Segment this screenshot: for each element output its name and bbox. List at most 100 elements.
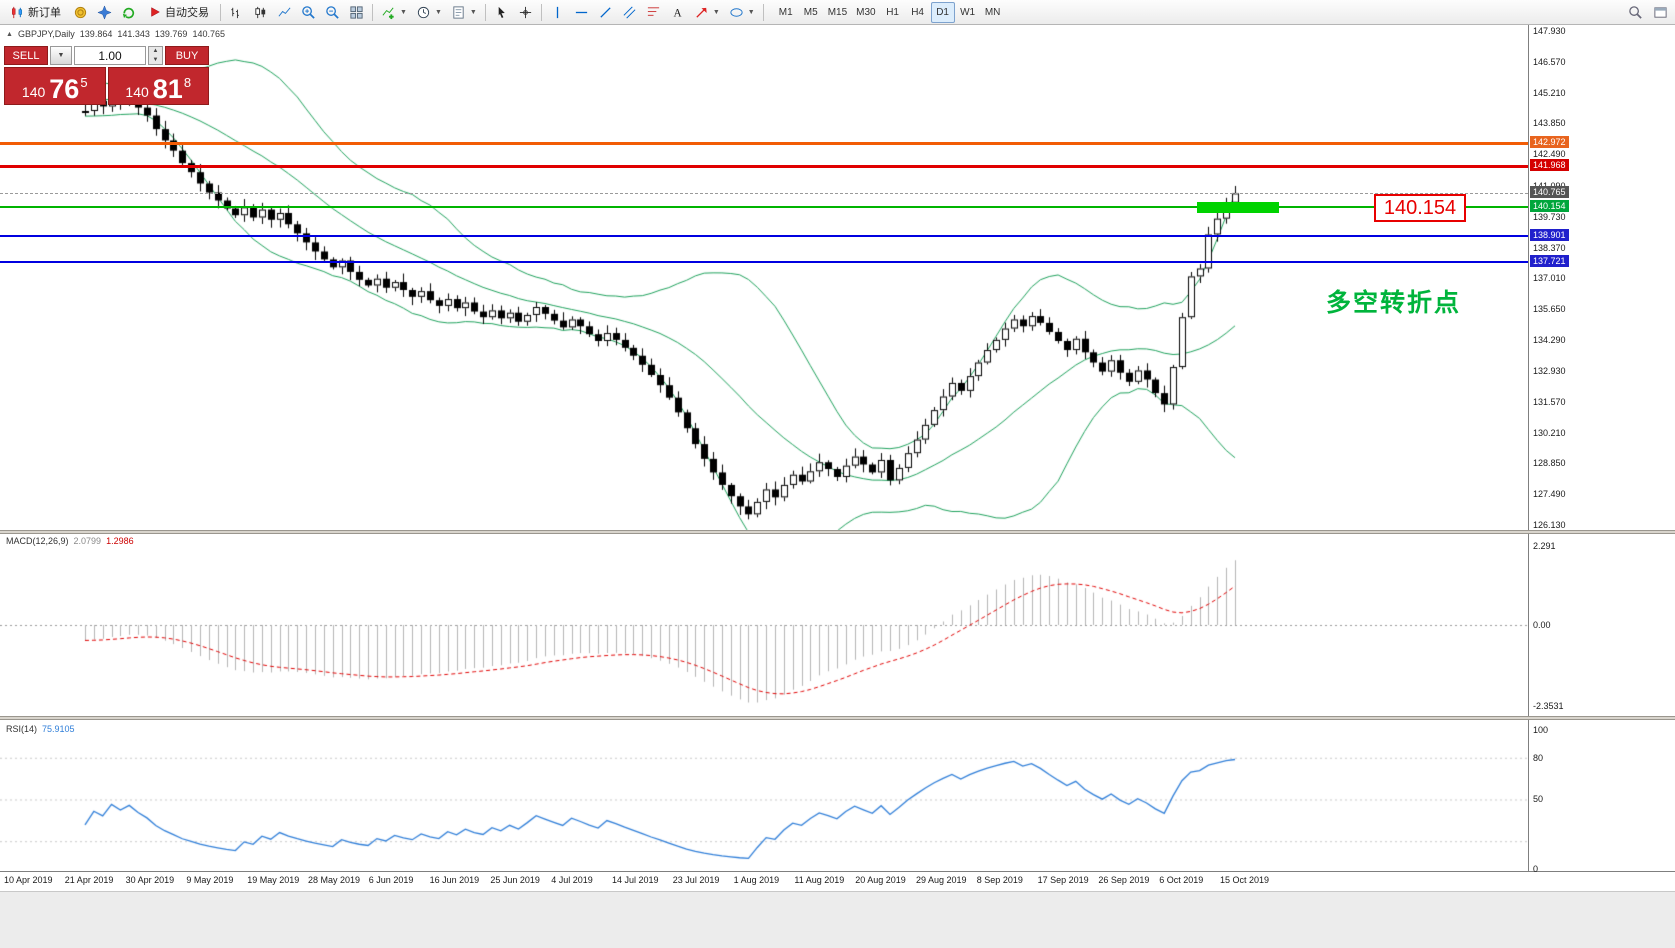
rsi-axis-tick: 100 [1533,724,1549,735]
shapes-tool-button[interactable]: ▼ [725,2,759,23]
timeframe-m5-button[interactable]: M5 [803,6,818,18]
timeframe-group: M1 M5 M15 M30 H1 H4 D1 W1 MN [774,1,1005,23]
stepper-down-icon[interactable]: ▼ [152,56,159,63]
periods-button[interactable]: ▼ [412,2,446,23]
arrows-tool-button[interactable]: ▼ [690,2,724,23]
pane-splitter-macd[interactable] [0,530,1675,534]
macd-axis-tick: 2.291 [1533,540,1556,551]
level-line-141.968[interactable] [0,164,1528,168]
line-chart-icon [278,7,291,17]
buy-button[interactable]: BUY [165,46,209,65]
new-order-label: 新订单 [28,7,61,19]
chevron-down-icon: ▼ [400,8,407,16]
level-line-142.972[interactable] [0,141,1528,145]
svg-text:A: A [673,7,682,19]
market-watch-button[interactable] [69,2,92,23]
date-label: 10 Apr 2019 [4,875,53,885]
rsi-axis-tick: 50 [1533,794,1544,805]
sell-price-pips: 76 [49,74,80,105]
level-line-137.721[interactable] [0,261,1528,264]
timeframe-h1-button[interactable]: H1 [886,6,899,18]
toolbar-separator [762,3,764,21]
date-label: 1 Aug 2019 [733,875,780,885]
chart-candles-button[interactable] [249,2,272,23]
cursor-button[interactable] [490,2,513,23]
trendline-button[interactable] [594,2,617,23]
refresh-button[interactable] [117,2,140,23]
order-type-dropdown[interactable]: ▼ [50,46,72,65]
timeframe-w1-button[interactable]: W1 [960,6,976,18]
navigator-button[interactable] [93,2,116,23]
pane-splitter-rsi[interactable] [0,716,1675,720]
date-label: 9 May 2019 [186,875,234,885]
symbol-search-button[interactable] [1624,2,1647,23]
date-label: 8 Sep 2019 [976,875,1023,885]
price-axis-tick: 137.010 [1533,273,1566,284]
sell-price-button[interactable]: 140 76 5 [4,67,106,105]
tile-windows-button[interactable] [345,2,368,23]
sell-button[interactable]: SELL [4,46,48,65]
rsi-indicator-label: RSI(14) 75.9105 [6,724,75,734]
date-label: 4 Jul 2019 [551,875,593,885]
auto-trading-button[interactable]: 自动交易 [141,2,216,23]
new-order-icon [12,6,22,18]
channel-icon [623,6,636,18]
timeframe-h4-button[interactable]: H4 [911,6,924,18]
popout-window-button[interactable] [1649,2,1672,23]
zoom-out-button[interactable] [321,2,344,23]
macd-axis-tick: -2.3531 [1533,701,1564,712]
indicators-button[interactable]: ▼ [377,2,411,23]
rsi-name: RSI(14) [6,724,38,734]
templates-button[interactable]: ▼ [447,2,481,23]
volume-input[interactable] [74,46,146,65]
channel-button[interactable] [618,2,641,23]
compass-icon [97,4,112,20]
zoom-in-button[interactable] [297,2,320,23]
macd-name: MACD(12,26,9) [6,536,69,546]
buy-price-button[interactable]: 140 81 8 [107,67,209,105]
level-line-140.765[interactable] [0,193,1528,195]
timeframe-m30-button[interactable]: M30 [856,6,876,18]
turning-point-annotation: 多空转折点 [1326,289,1462,317]
chart-symbol-icon: ▲ [6,30,13,38]
new-order-button[interactable]: 新订单 [3,2,68,23]
price-axis-tick: 130.210 [1533,427,1566,438]
time-scale[interactable] [0,871,1675,891]
price-tag-140.765: 140.765 [1530,186,1569,199]
toolbar-separator [372,3,373,21]
sell-price-sup: 5 [80,75,88,90]
price-axis-tick: 139.730 [1533,211,1566,222]
timeframe-m1-button[interactable]: M1 [778,6,793,18]
rsi-axis-tick: 80 [1533,752,1544,763]
date-label: 11 Aug 2019 [794,875,845,885]
date-label: 15 Oct 2019 [1220,875,1270,885]
chart-line-button[interactable] [273,2,296,23]
crosshair-button[interactable] [514,2,537,23]
horizontal-line-button[interactable] [570,2,593,23]
stepper-up-icon[interactable]: ▲ [152,48,159,55]
price-callout-box: 140.154 [1374,194,1466,222]
chevron-down-icon: ▼ [434,8,442,16]
fibonacci-button[interactable] [642,2,665,23]
clock-icon [417,6,430,18]
text-tool-button[interactable]: A [666,2,689,23]
timeframe-m15-button[interactable]: M15 [827,6,848,18]
date-label: 21 Apr 2019 [64,875,114,885]
price-tag-138.901: 138.901 [1530,228,1569,241]
template-page-icon [453,5,464,19]
rsi-axis-tick: 0 [1533,864,1539,874]
level-line-140.154[interactable] [0,206,1528,209]
volume-stepper[interactable]: ▲ ▼ [148,46,163,65]
timeframe-mn-button[interactable]: MN [984,6,1001,18]
macd-axis-tick: 0.00 [1533,620,1551,630]
price-axis-tick: 128.850 [1533,458,1566,469]
chart-bars-button[interactable] [225,2,248,23]
timeframe-d1-button[interactable]: D1 [930,1,955,23]
main-toolbar: 新订单 自动交易 ▼ ▼ ▼ [0,0,1675,25]
price-axis-tick: 131.570 [1533,396,1566,407]
level-line-138.901[interactable] [0,234,1528,237]
date-label: 6 Oct 2019 [1159,875,1204,885]
vertical-line-button[interactable] [546,2,569,23]
